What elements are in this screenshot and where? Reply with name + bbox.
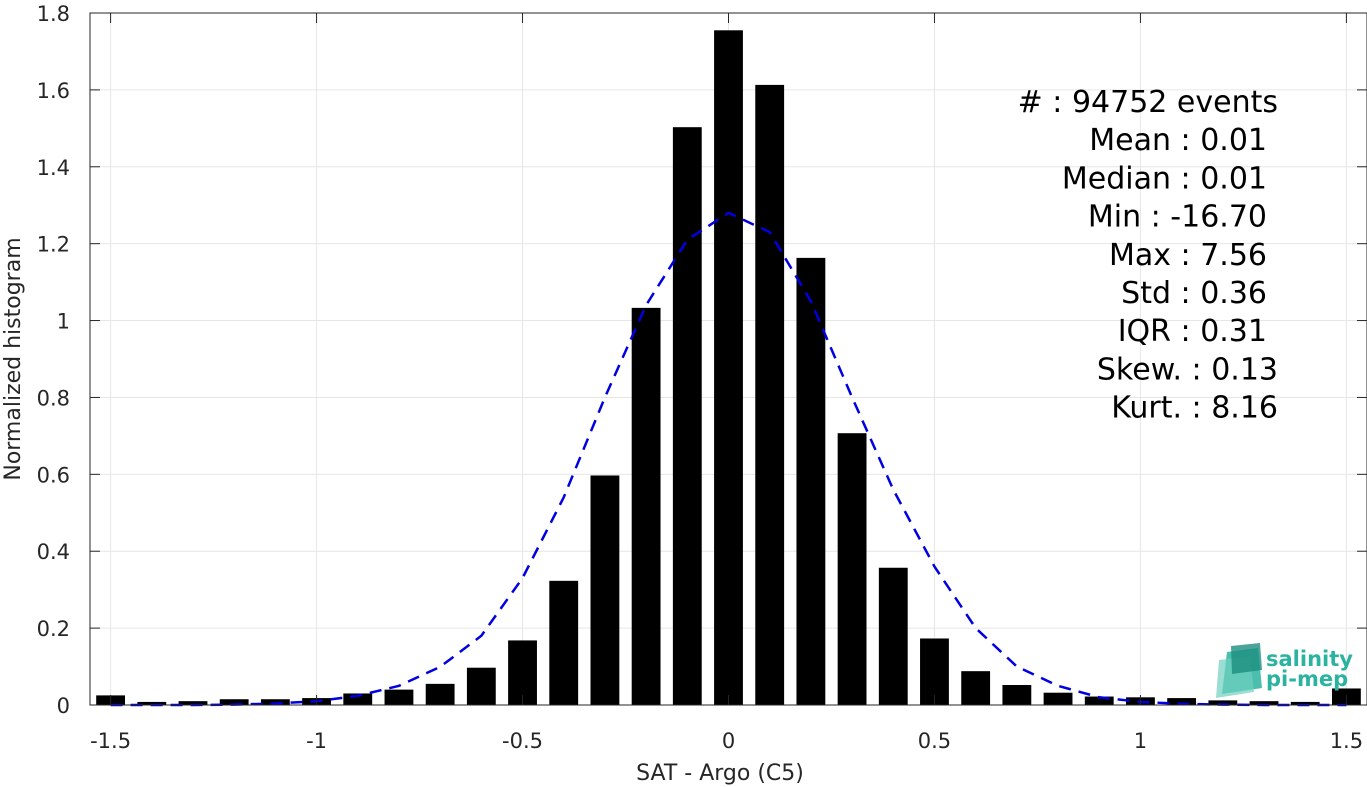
histogram-bar xyxy=(549,580,579,705)
stat-line: Skew. : 0.13 xyxy=(1097,352,1278,387)
y-tick-label: 0.2 xyxy=(37,617,70,641)
y-tick-label: 1.4 xyxy=(37,156,70,180)
histogram-bar xyxy=(1043,692,1073,705)
histogram-bar xyxy=(755,84,785,705)
histogram-bar xyxy=(837,433,867,705)
stat-line: Max : 7.56 xyxy=(1109,238,1267,273)
logo-line2: pi-mep xyxy=(1266,667,1348,691)
y-tick-label: 0.6 xyxy=(37,463,70,487)
histogram-bar xyxy=(466,667,496,705)
salinity-pi-mep-logo: salinity pi-mep xyxy=(1216,643,1353,698)
x-tick-label: -1 xyxy=(306,729,327,753)
histogram-bar xyxy=(425,683,455,705)
histogram-bar xyxy=(343,693,373,705)
histogram-bar xyxy=(1290,701,1320,705)
histogram-bar xyxy=(714,30,743,706)
histogram-bar xyxy=(260,699,290,705)
histogram-bar xyxy=(631,307,661,705)
y-tick-labels: 0 0.2 0.4 0.6 0.8 1 1.2 1.4 1.6 1.8 xyxy=(37,2,70,718)
histogram-bar xyxy=(219,699,249,705)
x-tick-label: -1.5 xyxy=(90,729,131,753)
x-tick-label: 0 xyxy=(722,729,735,753)
y-tick-label: 0.4 xyxy=(37,540,70,564)
stat-line: Kurt. : 8.16 xyxy=(1111,391,1278,426)
x-tick-label: 1 xyxy=(1134,729,1147,753)
x-tick-label: -0.5 xyxy=(502,729,543,753)
y-axis-label: Normalized histogram xyxy=(1,237,26,480)
y-tick-label: 0 xyxy=(57,694,70,718)
histogram-bar xyxy=(1084,696,1114,705)
histogram-bar xyxy=(1002,685,1032,705)
x-axis-label: SAT - Argo (C5) xyxy=(636,761,804,786)
logo-line1: salinity xyxy=(1266,647,1353,671)
histogram-bar xyxy=(1208,700,1238,705)
histogram-bar xyxy=(508,640,537,705)
y-tick-label: 0.8 xyxy=(37,386,70,410)
y-tick-label: 1.6 xyxy=(37,79,70,103)
histogram-bar xyxy=(590,475,620,705)
stat-line: Mean : 0.01 xyxy=(1089,123,1267,158)
histogram-bar xyxy=(672,127,702,706)
histogram-bar xyxy=(1249,701,1279,705)
stat-line: Min : -16.70 xyxy=(1088,200,1267,235)
histogram-bar xyxy=(920,638,949,705)
histogram-bar xyxy=(178,701,208,705)
stat-line: IQR : 0.31 xyxy=(1118,314,1267,349)
x-tick-labels: -1.5 -1 -0.5 0 0.5 1 1.5 xyxy=(90,729,1363,753)
histogram-bar xyxy=(1167,698,1197,705)
histogram-bar xyxy=(384,689,414,705)
histogram-bar xyxy=(137,701,167,705)
histogram-bar xyxy=(796,257,826,705)
x-tick-label: 1.5 xyxy=(1330,729,1363,753)
logo-mark-icon xyxy=(1216,643,1262,698)
axes-box xyxy=(89,12,1367,706)
histogram-bar xyxy=(878,567,908,705)
y-tick-label: 1.8 xyxy=(37,2,70,26)
histogram-bar xyxy=(961,671,991,705)
stat-line: Std : 0.36 xyxy=(1121,276,1267,311)
stat-line: Median : 0.01 xyxy=(1062,161,1267,196)
x-tick-label: 0.5 xyxy=(918,729,951,753)
y-tick-label: 1.2 xyxy=(37,233,70,257)
stat-line: # : 94752 events xyxy=(1018,85,1278,120)
histogram-bars xyxy=(96,30,1361,706)
y-tick-label: 1 xyxy=(57,310,70,334)
